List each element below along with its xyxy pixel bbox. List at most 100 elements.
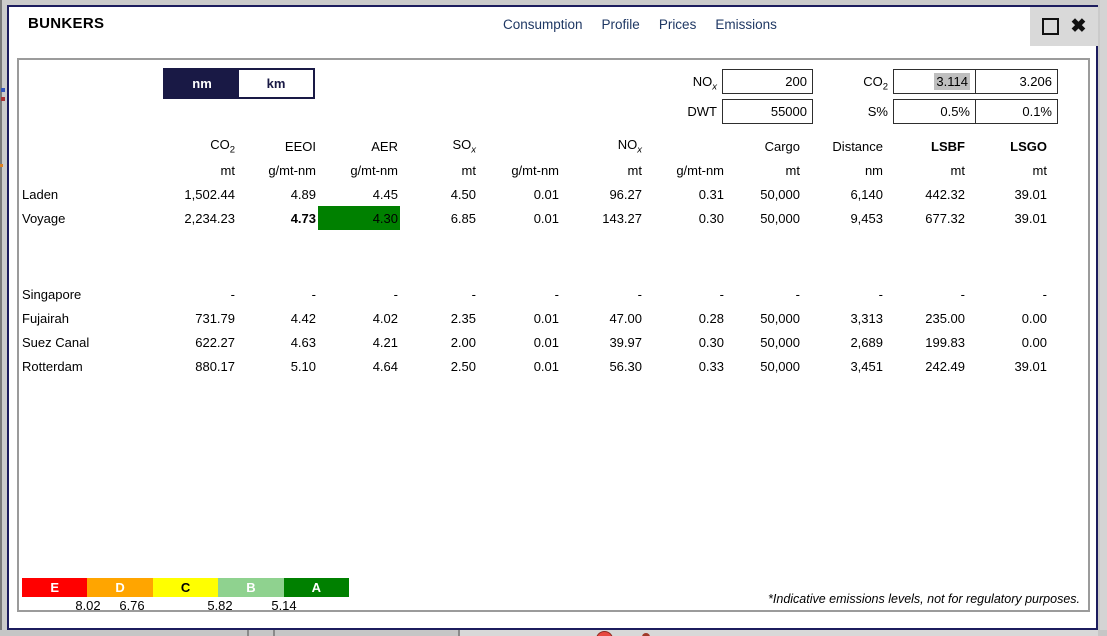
data-cell: - (554, 286, 559, 302)
background-top-strip (0, 0, 1107, 7)
data-cell: 4.64 (372, 358, 398, 374)
background-bottom-light (460, 630, 1098, 636)
table-row-rotterdam: Rotterdam 880.17 5.10 4.64 2.50 0.01 56.30 0.33… (22, 354, 1049, 378)
nav-tab-consumption[interactable]: Consumption (503, 17, 583, 32)
data-cell: - (637, 286, 642, 302)
column-unit: g/mt-nm (676, 162, 724, 178)
data-cell: 2.35 (450, 310, 476, 326)
data-cell: 50,000 (760, 334, 800, 350)
background-red-dot (642, 633, 650, 636)
gap-cell (885, 230, 967, 282)
data-cell: 4.63 (290, 334, 316, 350)
sulphur-input-2[interactable]: 0.1% (1022, 104, 1052, 119)
column-group-header: LSGO (1010, 138, 1047, 154)
highlighted-data-cell: 4.30 (318, 206, 400, 230)
data-cell: 0.30 (698, 210, 724, 226)
rating-band-c: C (152, 578, 219, 597)
data-cell: 0.01 (533, 210, 559, 226)
gap-cell (726, 230, 802, 282)
distance-unit-toggle: nm km (163, 68, 315, 99)
gap-cell (644, 230, 726, 282)
background-left-speck-red (1, 97, 5, 101)
data-cell: 2.50 (450, 358, 476, 374)
data-cell: 235.00 (925, 310, 965, 326)
rating-band-a: A (283, 578, 350, 597)
column-group-header: LSBF (931, 138, 965, 154)
data-cell: 0.30 (698, 334, 724, 350)
data-cell: 0.00 (1021, 334, 1047, 350)
data-cell: 3,451 (850, 358, 883, 374)
maximize-icon[interactable] (1041, 18, 1059, 35)
data-cell: 731.79 (195, 310, 235, 326)
emissions-table: CO2 EEOI AER SOx NOx Cargo Distance LSBF LSGO mt g… (22, 134, 1049, 378)
data-cell: 4.21 (372, 334, 398, 350)
data-cell: - (311, 286, 316, 302)
toggle-km-button[interactable]: km (239, 70, 313, 97)
background-bottom-line-3 (458, 630, 460, 636)
nav-tab-profile[interactable]: Profile (601, 17, 640, 32)
background-right-sliver (1100, 0, 1107, 636)
column-group-header: SOx (452, 136, 476, 156)
data-cell: 0.28 (698, 310, 724, 326)
data-cell: 39.97 (609, 334, 642, 350)
data-cell: 50,000 (760, 310, 800, 326)
dwt-input[interactable]: 55000 (722, 99, 813, 124)
data-cell: - (878, 286, 883, 302)
co2-inputs: 3.114 3.206 (893, 69, 1058, 94)
data-cell: 0.33 (698, 358, 724, 374)
rating-band-b: B (218, 578, 284, 597)
nav-tab-prices[interactable]: Prices (658, 17, 697, 32)
gap-cell (561, 230, 644, 282)
rating-threshold: 8.02 (75, 598, 101, 613)
toggle-nm-button[interactable]: nm (165, 70, 239, 97)
table-row-singapore: Singapore - - - - - - - - - - - (22, 282, 1049, 306)
data-cell: 6.85 (450, 210, 476, 226)
sulphur-label: S% (867, 104, 888, 119)
data-cell: 50,000 (760, 358, 800, 374)
nox-label: NOx (692, 74, 717, 93)
rating-band-d: D (87, 578, 153, 597)
close-icon[interactable]: ✖ (1070, 16, 1087, 37)
table-row-fujairah: Fujairah 731.79 4.42 4.02 2.35 0.01 47.00 0.28 5… (22, 306, 1049, 330)
nox-input[interactable]: 200 (722, 69, 813, 94)
data-cell: - (1042, 286, 1047, 302)
data-cell: 4.42 (290, 310, 316, 326)
data-cell: 677.32 (925, 210, 965, 226)
data-cell: 4.45 (372, 186, 398, 202)
data-cell: 4.50 (450, 186, 476, 202)
column-group-header: AER (371, 138, 398, 154)
nav-tab-emissions[interactable]: Emissions (715, 17, 777, 32)
data-cell: 39.01 (1014, 210, 1047, 226)
column-unit: mt (1032, 162, 1047, 178)
data-cell: 143.27 (602, 210, 642, 226)
data-cell: 50,000 (760, 210, 800, 226)
column-group-header: EEOI (284, 138, 316, 154)
co2-input-2[interactable]: 3.206 (1019, 74, 1052, 89)
co2-label: CO2 (863, 74, 888, 93)
co2-input-1[interactable]: 3.114 (894, 70, 976, 93)
background-left-speck-blue (1, 88, 5, 92)
data-cell: 4.73 (290, 210, 316, 226)
data-cell: 9,453 (850, 210, 883, 226)
disclaimer-footnote: *Indicative emissions levels, not for re… (768, 592, 1080, 606)
data-cell: - (719, 286, 724, 302)
data-cell: 0.01 (533, 358, 559, 374)
sulphur-input-1[interactable]: 0.5% (894, 100, 976, 123)
background-left-sliver (0, 0, 7, 636)
data-cell: 622.27 (195, 334, 235, 350)
header-corner (22, 134, 152, 158)
gap-cell (967, 230, 1049, 282)
data-cell: 0.01 (533, 186, 559, 202)
column-unit: g/mt-nm (268, 162, 316, 178)
data-cell: 880.17 (195, 358, 235, 374)
data-cell: - (795, 286, 800, 302)
row-label: Singapore (22, 286, 82, 302)
table-row-laden: Laden 1,502.44 4.89 4.45 4.50 0.01 96.27 0.31 50… (22, 182, 1049, 206)
data-cell: 242.49 (925, 358, 965, 374)
row-label: Fujairah (22, 310, 69, 326)
dwt-label: DWT (687, 104, 717, 119)
background-left-line (0, 0, 2, 636)
gap-cell (152, 230, 237, 282)
